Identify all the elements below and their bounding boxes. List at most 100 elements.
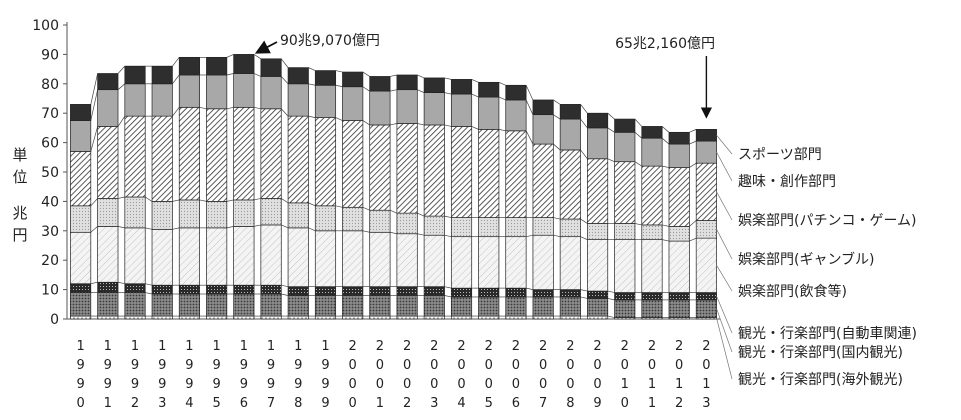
bar-segment bbox=[450, 296, 473, 317]
bar-segment bbox=[450, 93, 473, 127]
bar-segment bbox=[695, 299, 717, 318]
x-tick-label-digit: 0 bbox=[539, 377, 547, 392]
bar-segment bbox=[97, 281, 119, 293]
legend-label: 観光・行楽部門(国内観光) bbox=[738, 344, 903, 361]
bar-segment bbox=[342, 286, 364, 296]
x-tick-label-digit: 3 bbox=[430, 396, 438, 411]
bar-segment bbox=[260, 76, 282, 110]
bar-segment bbox=[178, 74, 200, 108]
series-connector bbox=[580, 218, 588, 224]
series-connector bbox=[689, 140, 697, 145]
bar-segment bbox=[97, 226, 119, 283]
bar-segment bbox=[668, 292, 690, 301]
bar-segment bbox=[641, 299, 663, 318]
x-tick-label-digit: 1 bbox=[648, 377, 656, 392]
series-connector bbox=[634, 118, 643, 127]
bar-segment bbox=[97, 198, 119, 227]
bar-segment bbox=[260, 315, 282, 320]
bar-segment bbox=[287, 295, 309, 317]
bar-segment bbox=[233, 293, 255, 317]
series-connector bbox=[335, 205, 343, 208]
bar-segment bbox=[151, 228, 173, 286]
bar-segment bbox=[70, 104, 92, 121]
bar-segment bbox=[396, 295, 418, 317]
series-connector bbox=[145, 196, 153, 202]
series-connector bbox=[90, 126, 98, 152]
x-tick-label-digit: 0 bbox=[349, 377, 357, 392]
x-tick-label-digit: 6 bbox=[240, 396, 248, 411]
x-tick-label-digit: 9 bbox=[267, 377, 275, 392]
x-tick-label-digit: 0 bbox=[648, 358, 656, 373]
x-tick-label-digit: 1 bbox=[213, 339, 221, 354]
bar-segment bbox=[614, 223, 636, 240]
bar-segment bbox=[314, 117, 337, 207]
bar-segment bbox=[695, 237, 717, 293]
bar-segment bbox=[124, 283, 146, 293]
series-connector bbox=[90, 73, 98, 105]
x-tick-label-digit: 0 bbox=[702, 358, 710, 373]
bar-segment bbox=[396, 233, 418, 288]
bar-segment bbox=[151, 83, 173, 117]
bar-segment bbox=[423, 295, 445, 317]
series-connector bbox=[417, 89, 425, 93]
series-connector bbox=[607, 315, 615, 318]
series-connector bbox=[661, 137, 670, 145]
x-tick-label-digit: 9 bbox=[131, 377, 139, 392]
bar-segment bbox=[233, 73, 255, 108]
series-connector bbox=[389, 209, 398, 214]
bar-segment bbox=[532, 234, 554, 290]
y-tick-label: 60 bbox=[41, 136, 59, 152]
bar-segment bbox=[178, 199, 200, 229]
x-tick-label-digit: 4 bbox=[457, 396, 465, 411]
bar-segment bbox=[423, 315, 445, 320]
x-tick-label-digit: 0 bbox=[621, 358, 629, 373]
bar-segment bbox=[450, 79, 473, 95]
x-tick-label-digit: 9 bbox=[294, 358, 302, 373]
bar-segment bbox=[559, 218, 581, 238]
series-connector bbox=[253, 106, 261, 110]
series-connector bbox=[117, 83, 126, 90]
bar-segment bbox=[587, 298, 609, 317]
x-tick-label-digit: 0 bbox=[403, 358, 411, 373]
bar-segment bbox=[70, 283, 92, 293]
x-tick-label-digit: 0 bbox=[430, 358, 438, 373]
series-connector bbox=[281, 108, 289, 117]
bar-segment bbox=[478, 236, 500, 289]
series-connector bbox=[90, 89, 98, 121]
bar-segment bbox=[206, 284, 228, 295]
series-connector bbox=[417, 123, 425, 126]
x-tick-label-digit: 1 bbox=[648, 396, 656, 411]
x-tick-label-digit: 9 bbox=[294, 377, 302, 392]
x-tick-label-digit: 2 bbox=[675, 396, 683, 411]
series-connector bbox=[580, 149, 588, 159]
bar-segment bbox=[450, 236, 473, 289]
x-tick-label-digit: 9 bbox=[76, 377, 84, 392]
x-tick-label-digit: 1 bbox=[267, 339, 275, 354]
series-connector bbox=[172, 199, 180, 202]
bar-segment bbox=[559, 236, 581, 290]
x-tick-label-digit: 0 bbox=[376, 358, 384, 373]
series-connector bbox=[145, 283, 153, 286]
series-connector bbox=[580, 296, 588, 299]
bar-segment bbox=[70, 231, 92, 285]
series-connector bbox=[281, 76, 289, 85]
y-axis-title-char: 単 bbox=[12, 146, 27, 164]
bar-segment bbox=[532, 114, 554, 145]
bar-segment bbox=[124, 227, 146, 285]
bar-segment bbox=[151, 65, 173, 85]
bar-segment bbox=[587, 315, 609, 320]
series-connector bbox=[281, 293, 289, 296]
x-tick-label-digit: 2 bbox=[621, 339, 629, 354]
legend-label: 観光・行楽部門(海外観光) bbox=[738, 371, 903, 388]
bar-segment bbox=[314, 205, 337, 232]
bar-segment bbox=[151, 115, 173, 202]
legend-leader-line bbox=[716, 135, 733, 155]
annotation-arrow-peak bbox=[254, 40, 278, 54]
bar-segment bbox=[478, 81, 500, 98]
bar-segment bbox=[614, 118, 636, 133]
bar-segment bbox=[532, 99, 554, 116]
bar-segment bbox=[478, 217, 500, 238]
bar-segment bbox=[151, 293, 173, 317]
legend-layer: 観光・行楽部門(海外観光) 観光・行楽部門(国内観光) 観光・行楽部門(自動車関連)… bbox=[716, 135, 917, 388]
series-connector bbox=[444, 124, 452, 127]
